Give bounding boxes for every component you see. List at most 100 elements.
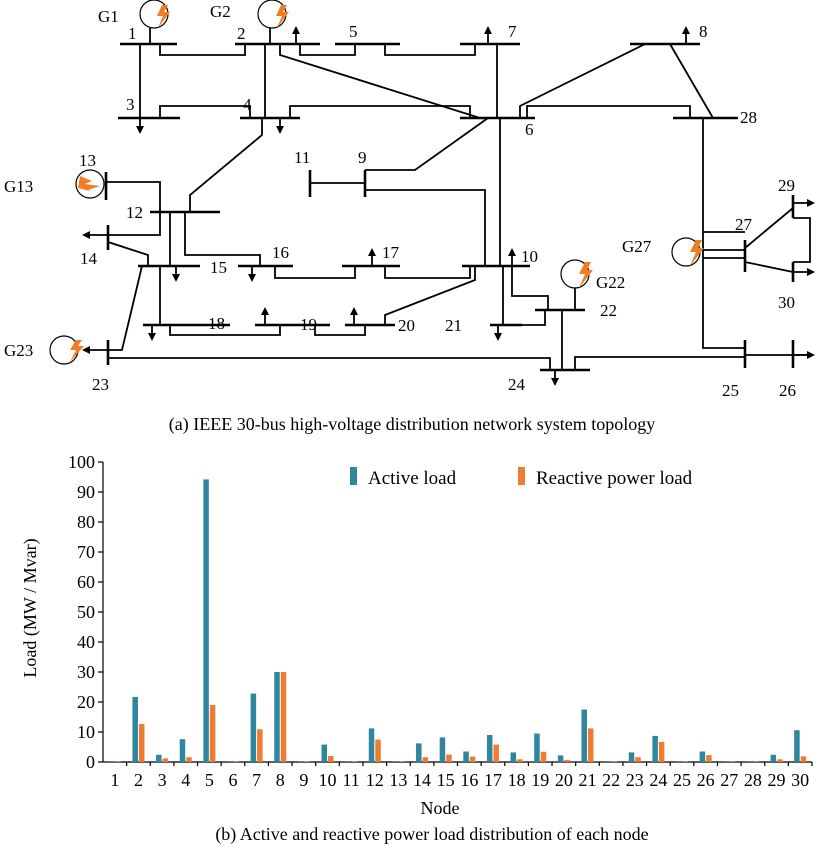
load-arrow-23	[82, 346, 90, 354]
bus-label-12: 12	[126, 203, 143, 222]
bar-reactive-load	[493, 744, 499, 762]
bus-label-8: 8	[699, 22, 708, 41]
bar-active-load	[203, 479, 209, 762]
bus-label-23: 23	[92, 375, 109, 394]
x-tick-label: 27	[720, 770, 738, 790]
y-tick-label: 90	[77, 482, 95, 502]
y-axis: 0 10 20 30 40 50 60 70 80 90 100	[68, 452, 104, 772]
x-tick-label: 3	[158, 770, 167, 790]
bar-active-load	[794, 730, 800, 762]
load-arrow-15-12	[172, 274, 180, 282]
bar-reactive-load	[328, 756, 334, 762]
bus-label-28: 28	[740, 108, 757, 127]
load-arrow-4	[276, 126, 284, 134]
bar-active-load	[486, 735, 493, 762]
line-3-4	[159, 105, 251, 118]
line-12-16	[184, 212, 261, 266]
bar-reactive-load	[162, 758, 169, 762]
load-arrow-7	[484, 26, 492, 34]
generator-g23: G23	[4, 335, 84, 365]
y-tick-label: 100	[68, 452, 95, 472]
bar-active-load	[439, 737, 446, 762]
line-10-20	[384, 266, 476, 325]
y-axis-label: Load (MW / Mvar)	[20, 538, 41, 677]
line-12-13	[106, 181, 161, 212]
x-tick-label: 18	[508, 770, 526, 790]
bar-active-load	[723, 761, 729, 762]
bar-active-load	[392, 761, 398, 762]
bus-label-4: 4	[243, 95, 252, 114]
bar-active-load	[108, 761, 115, 762]
bar-active-load	[156, 754, 162, 762]
line-1-2	[159, 44, 246, 56]
bar-reactive-load	[304, 761, 310, 762]
bar-reactive-load	[564, 759, 570, 762]
x-tick-label: 19	[531, 770, 549, 790]
bar-reactive-load	[257, 729, 263, 762]
bus-label-21: 21	[445, 316, 462, 335]
line-4-12	[189, 118, 263, 212]
line-9-10	[365, 189, 486, 266]
load-arrow-3	[136, 126, 144, 134]
bus-label-14: 14	[80, 249, 98, 268]
line-27-29	[744, 207, 794, 249]
bus-label-27: 27	[735, 215, 753, 234]
x-tick-label: 24	[649, 770, 667, 790]
x-tick-label: 30	[791, 770, 809, 790]
line-2-5	[299, 44, 356, 56]
bar-reactive-load	[446, 754, 452, 762]
x-axis: 1 2 3 4 5 6 7 8 9 10 11 12 13 14 15 16 17 18 19 20 21 22 23 24 2…	[103, 761, 813, 790]
bar-reactive-load	[587, 728, 594, 762]
line-2-6	[279, 44, 481, 119]
bar-active-load	[463, 751, 469, 762]
x-tick-label: 1	[110, 770, 119, 790]
bar-reactive-load	[138, 723, 145, 762]
line-15-23	[108, 265, 143, 351]
bar-active-load	[345, 761, 351, 762]
bars	[108, 479, 807, 762]
y-tick-label: 50	[77, 602, 95, 622]
label-g27: G27	[622, 237, 652, 256]
transmission-lines	[106, 43, 812, 370]
x-tick-label: 14	[413, 770, 431, 790]
x-tick-label: 16	[460, 770, 478, 790]
load-arrow-26	[807, 351, 815, 359]
bar-reactive-load	[422, 757, 429, 762]
bar-active-load	[605, 761, 611, 762]
bar-reactive-load	[635, 757, 641, 762]
y-tick-label: 0	[86, 752, 95, 772]
line-17-10	[384, 266, 471, 279]
x-tick-label: 17	[484, 770, 502, 790]
label-g22: G22	[596, 273, 625, 292]
bar-reactive-load	[375, 739, 381, 762]
bus-label-25: 25	[722, 381, 739, 400]
topology-caption: (a) IEEE 30-bus high-voltage distributio…	[169, 414, 655, 435]
bus-label-13: 13	[79, 151, 96, 170]
bus-label-19: 19	[300, 315, 317, 334]
bus-label-1: 1	[128, 24, 137, 43]
generator-g27: G27	[622, 237, 704, 267]
bar-active-load	[770, 754, 777, 762]
line-10-22	[511, 266, 549, 310]
load-arrows	[82, 26, 815, 386]
x-tick-label: 10	[319, 770, 337, 790]
x-tick-label: 11	[342, 770, 359, 790]
line-4-6	[289, 105, 471, 118]
x-tick-label: 13	[389, 770, 407, 790]
bus-label-26: 26	[779, 381, 796, 400]
legend-swatch-active	[350, 467, 357, 485]
bar-reactive-load	[753, 761, 759, 762]
bar-active-load	[132, 696, 138, 762]
x-tick-label: 6	[228, 770, 237, 790]
y-tick-label: 70	[77, 542, 95, 562]
load-arrow-20	[350, 307, 358, 315]
line-24-25	[574, 356, 745, 370]
bar-active-load	[321, 744, 328, 762]
line-21-22	[512, 310, 546, 326]
bar-reactive-load	[209, 705, 216, 762]
label-g13: G13	[4, 177, 33, 196]
bar-active-load	[510, 752, 517, 762]
bar-reactive-load	[115, 761, 121, 762]
x-tick-label: 12	[366, 770, 384, 790]
y-tick-label: 10	[77, 722, 95, 742]
